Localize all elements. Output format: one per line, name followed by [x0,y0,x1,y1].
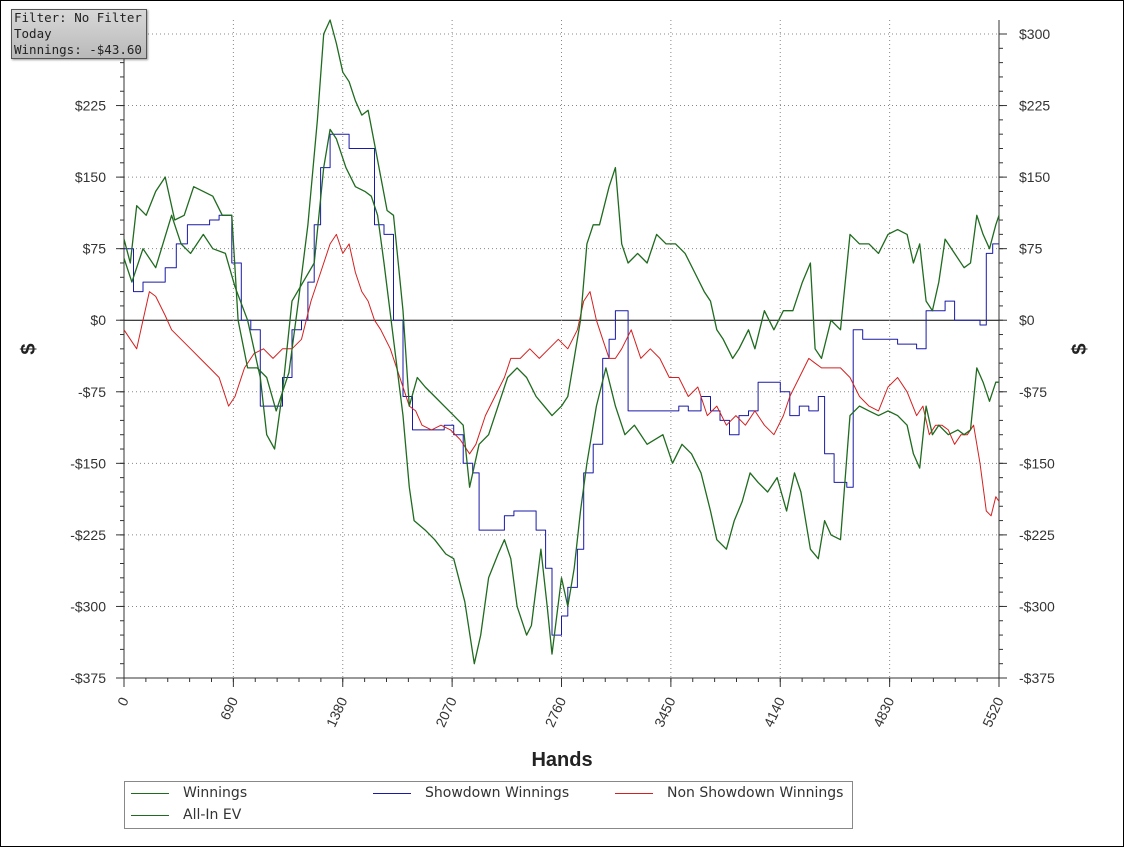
x-tick-label: 4830 [870,694,898,729]
allin-ev-line [123,19,1000,488]
x-tick-label: 2070 [432,694,460,729]
y-tick-label-left: $75 [83,241,107,257]
legend-item-showdown: Showdown Winnings [373,783,569,803]
y-tick-label-right: -$300 [1019,598,1055,614]
x-tick-label: 2760 [542,694,570,729]
legend-swatch-winnings [131,792,169,794]
y-axis-label-left: $ [18,343,40,354]
x-tick-label: 5520 [979,694,1007,729]
filter-text: Filter: No Filter [14,10,142,25]
y-axis-label-right: $ [1069,343,1091,354]
y-tick-label-left: -$225 [70,527,106,543]
x-tick-label: 1380 [323,694,351,729]
non-showdown-winnings-line [123,233,1000,517]
y-tick-label-left: $225 [75,98,106,114]
legend-label-winnings: Winnings [183,785,248,801]
y-tick-label-left: -$300 [70,598,106,614]
winnings-text: Winnings: -$43.60 [14,42,142,57]
period-text: Today [14,26,52,41]
x-tick-label: 0 [114,694,132,708]
legend-item-non-showdown: Non Showdown Winnings [615,783,843,803]
x-tick-label: 4140 [760,694,788,729]
y-tick-label-left: $0 [90,312,106,328]
legend-swatch-non-showdown [615,792,653,794]
y-tick-label-right: $150 [1019,169,1050,185]
y-tick-label-right: $300 [1019,26,1050,42]
y-tick-label-left: -$75 [78,384,106,400]
y-tick-label-left: -$375 [70,670,106,686]
chart-legend: Winnings Showdown Winnings Non Showdown … [124,781,853,829]
y-tick-label-right: -$225 [1019,527,1055,543]
winnings-line [123,128,999,665]
y-tick-label-left: $150 [75,169,106,185]
x-tick-label: 3450 [651,694,679,729]
grid-lines [124,20,999,679]
legend-item-winnings: Winnings [131,783,247,803]
y-tick-label-right: $225 [1019,98,1050,114]
series-lines [123,19,1000,665]
axes: -$375 -$375 -$300 -$300 -$225 -$225 -$150 -$150… [70,20,1055,730]
y-tick-label-right: -$375 [1019,670,1055,686]
filter-info-box: Filter: No Filter Today Winnings: -$43.6… [11,9,147,59]
x-axis-label: Hands [531,749,592,771]
y-tick-label-right: $0 [1019,312,1035,328]
legend-label-non-showdown: Non Showdown Winnings [667,785,844,801]
legend-label-allin-ev: All-In EV [183,807,242,823]
legend-label-showdown: Showdown Winnings [425,785,570,801]
legend-swatch-showdown [373,792,411,794]
showdown-winnings-line [124,133,999,636]
y-tick-label-left: -$150 [70,455,106,471]
y-tick-label-right: -$150 [1019,455,1055,471]
legend-swatch-allin-ev [131,814,169,816]
x-tick-label: 690 [217,694,241,722]
y-tick-label-right: -$75 [1019,384,1047,400]
y-tick-label-right: $75 [1019,241,1043,257]
legend-item-allin-ev: All-In EV [131,805,241,825]
